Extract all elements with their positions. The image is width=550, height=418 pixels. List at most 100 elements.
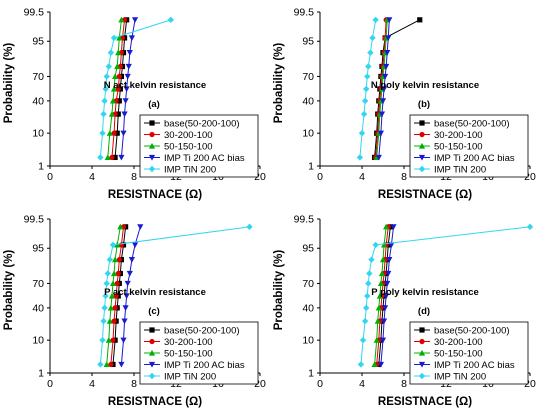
data-point (383, 223, 390, 230)
series-line (120, 19, 136, 158)
y-tick-label: 70 (302, 71, 314, 83)
legend: base(50-200-100)30-200-10050-150-100IMP … (139, 321, 259, 385)
series-line (376, 19, 388, 158)
series-5 (357, 223, 534, 368)
series-5 (97, 16, 174, 161)
data-point (380, 318, 388, 325)
x-tick-label: 8 (131, 378, 137, 390)
data-point (379, 98, 387, 104)
legend-entry: 30-200-100 (164, 130, 213, 141)
data-point (105, 337, 112, 343)
y-tick-label: 40 (302, 302, 314, 314)
data-point (131, 242, 139, 249)
data-point (118, 361, 125, 368)
data-point (124, 280, 131, 287)
data-point (378, 270, 386, 277)
data-point (377, 361, 384, 368)
panel-title: P act kelvin resistance (104, 287, 206, 298)
legend-swatch-marker (148, 165, 156, 173)
data-point (376, 292, 383, 299)
data-point (363, 304, 370, 312)
data-point (167, 16, 174, 24)
legend-swatch-marker (149, 338, 155, 345)
panel-title: P poly kelvin resistance (371, 287, 479, 298)
legend-swatch-marker (148, 154, 156, 161)
data-point (383, 293, 390, 300)
series-2 (109, 17, 128, 161)
data-point (115, 270, 121, 277)
data-point (116, 257, 122, 263)
legend-entry: IMP TiN 200 (434, 164, 486, 175)
data-point (382, 305, 389, 311)
data-point (380, 241, 388, 248)
legend-swatch-marker (419, 338, 425, 345)
data-point (107, 49, 115, 56)
data-point (116, 98, 122, 104)
data-point (369, 34, 376, 42)
data-point (118, 154, 125, 161)
y-tick-label: 40 (32, 95, 44, 107)
y-tick-label: 99.5 (24, 214, 45, 226)
data-point (137, 224, 144, 230)
data-point (108, 292, 116, 299)
data-point (390, 224, 397, 230)
data-point (385, 35, 392, 42)
data-point (121, 318, 128, 325)
data-point (526, 223, 534, 231)
x-tick-label: 20 (254, 378, 266, 390)
legend-entry: IMP Ti 200 AC bias (164, 360, 245, 371)
panel-label: (c) (148, 306, 160, 317)
y-tick-label: 1 (308, 368, 314, 380)
data-point (380, 86, 388, 93)
y-tick-label: 10 (302, 128, 314, 140)
y-tick-label: 99.5 (294, 214, 315, 226)
data-point (122, 98, 129, 104)
data-point (114, 63, 121, 70)
legend-entry: base(50-200-100) (434, 118, 510, 129)
data-point (102, 85, 109, 93)
data-point (128, 257, 135, 263)
data-point (375, 154, 382, 161)
y-tick-label: 99.5 (294, 7, 315, 19)
legend-swatch-marker (148, 372, 156, 380)
data-point (382, 73, 389, 80)
y-tick-label: 99.5 (24, 7, 45, 19)
data-point (357, 361, 365, 368)
data-point (110, 270, 118, 277)
y-axis-title: Probability (%) (3, 43, 15, 124)
series-5 (97, 223, 253, 368)
data-point (122, 305, 129, 311)
data-point (118, 16, 125, 23)
x-axis-title: RESISTNACE (Ω) (378, 396, 472, 408)
data-point (379, 256, 387, 263)
y-tick-label: 70 (302, 278, 314, 290)
legend-entry: base(50-200-100) (164, 325, 240, 336)
legend-entry: 50-150-100 (434, 348, 483, 359)
data-point (386, 17, 393, 23)
data-point (109, 154, 115, 161)
y-tick-label: 40 (32, 302, 44, 314)
data-point (360, 110, 368, 118)
data-point (364, 73, 371, 80)
legend-swatch-marker (419, 120, 425, 126)
data-point (365, 63, 372, 70)
series-line (375, 19, 387, 158)
data-point (111, 130, 117, 136)
series-3 (371, 223, 390, 368)
x-tick-label: 8 (131, 171, 137, 183)
series-line (110, 226, 124, 365)
series-3 (104, 16, 125, 161)
legend-swatch-marker (149, 131, 155, 138)
data-point (112, 256, 119, 263)
y-tick-label: 95 (302, 243, 314, 255)
data-point (112, 154, 118, 161)
series-2 (108, 224, 127, 368)
x-tick-label: 20 (254, 171, 266, 183)
legend-entry: 50-150-100 (164, 141, 213, 152)
data-point (106, 318, 113, 324)
legend-swatch-marker (148, 349, 156, 356)
legend-entry: 30-200-100 (434, 337, 483, 348)
data-point (417, 17, 423, 23)
